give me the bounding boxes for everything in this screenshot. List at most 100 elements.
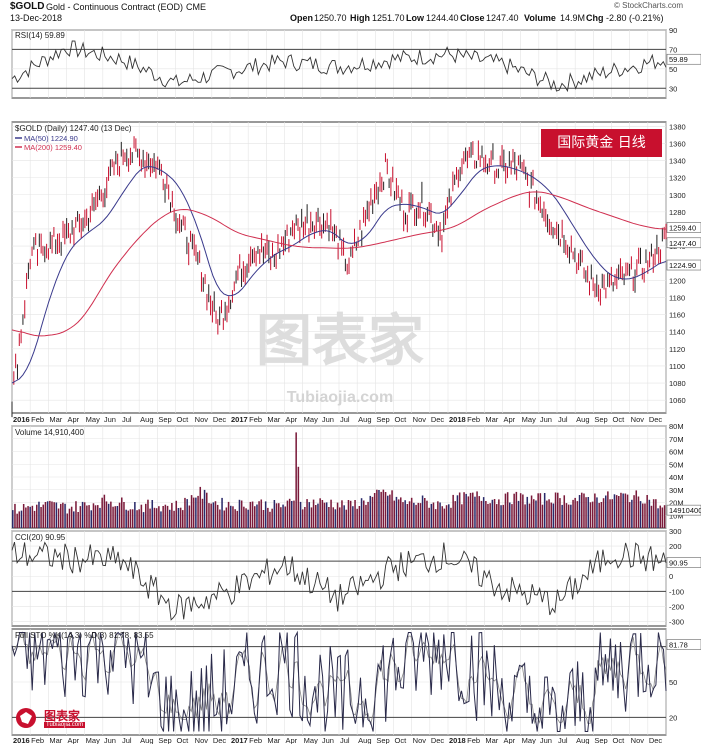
ma200-line bbox=[11, 191, 667, 337]
price-xtick: Mar bbox=[267, 415, 280, 424]
volume-bar bbox=[238, 499, 241, 528]
chg-value: -2.80 (-0.21%) bbox=[606, 13, 664, 23]
volume-bar bbox=[12, 510, 14, 528]
volume-bar bbox=[155, 508, 158, 528]
sto-xtick: Apr bbox=[68, 736, 80, 744]
volume-bar bbox=[149, 508, 151, 528]
volume-bar bbox=[44, 502, 47, 528]
volume-bar bbox=[585, 497, 587, 528]
volume-bar bbox=[227, 501, 230, 528]
volume-bar bbox=[663, 505, 666, 528]
chg-label: Chg bbox=[586, 13, 604, 23]
volume-bar bbox=[232, 506, 234, 528]
volume-bar bbox=[393, 500, 396, 528]
volume-bar bbox=[330, 499, 332, 528]
sto-xtick: Aug bbox=[140, 736, 153, 744]
price-xtick: Feb bbox=[31, 415, 44, 424]
volume-bar bbox=[33, 510, 36, 528]
volume-bar bbox=[179, 507, 182, 528]
price-ytick: 1380 bbox=[669, 122, 686, 131]
volume-bar bbox=[511, 504, 513, 528]
volume-bar bbox=[81, 501, 84, 528]
rsi-last-label: 59.89 bbox=[669, 55, 688, 64]
volume-bar bbox=[347, 500, 350, 528]
volume-bar bbox=[637, 496, 640, 528]
volume-ytick: 50M bbox=[669, 460, 684, 469]
credit: © StockCharts.com bbox=[614, 1, 684, 10]
volume-bar bbox=[609, 499, 611, 528]
volume-label: Volume bbox=[524, 13, 556, 23]
volume-bar bbox=[105, 501, 108, 528]
sto-xtick: Mar bbox=[49, 736, 62, 744]
volume-bar bbox=[20, 510, 23, 528]
volume-bar bbox=[461, 504, 463, 528]
high-label: High bbox=[350, 13, 370, 23]
volume-bar bbox=[38, 501, 40, 528]
volume-bar bbox=[384, 492, 387, 528]
volume-bar bbox=[273, 500, 276, 528]
volume-bar bbox=[594, 493, 596, 528]
volume-bar bbox=[306, 499, 308, 528]
volume-bar bbox=[151, 500, 154, 528]
volume-bar bbox=[504, 493, 507, 528]
volume-ytick: 30M bbox=[669, 486, 684, 495]
volume-bar bbox=[469, 492, 472, 528]
price-xtick: Jul bbox=[122, 415, 132, 424]
volume-bar bbox=[138, 509, 140, 528]
symbol: $GOLD bbox=[10, 1, 45, 12]
volume-bar bbox=[661, 507, 664, 528]
volume-bar bbox=[64, 503, 66, 528]
volume-bar bbox=[121, 497, 123, 528]
close-label: Close bbox=[460, 13, 485, 23]
volume-bar bbox=[659, 505, 662, 528]
volume-bar bbox=[554, 492, 557, 528]
sto-xtick: 2017 bbox=[231, 736, 248, 744]
volume-bar bbox=[639, 501, 642, 528]
price-xtick: 2018 bbox=[449, 415, 466, 424]
volume-bar bbox=[125, 509, 127, 528]
volume-bar bbox=[506, 492, 509, 528]
volume-bar bbox=[275, 503, 278, 528]
sto-k-line bbox=[11, 630, 667, 732]
volume-bar bbox=[421, 495, 424, 528]
sto-xtick: Jun bbox=[104, 736, 116, 744]
sto-last-label: 81.78 bbox=[669, 641, 688, 650]
sto-xtick: 2016 bbox=[13, 736, 30, 744]
price-xtick: Oct bbox=[613, 415, 626, 424]
volume-bar bbox=[367, 501, 369, 528]
sto-xtick: Jun bbox=[540, 736, 552, 744]
volume-bar bbox=[519, 493, 522, 528]
volume-bar bbox=[628, 502, 631, 528]
sto-xtick: 2018 bbox=[449, 736, 466, 744]
price-xtick: Apr bbox=[286, 415, 298, 424]
cci-last-label: 90.95 bbox=[669, 559, 688, 568]
volume-bar bbox=[463, 492, 465, 528]
low-label: Low bbox=[406, 13, 424, 23]
volume-bar bbox=[278, 503, 280, 528]
low-value: 1244.40 bbox=[426, 13, 459, 23]
volume-bar bbox=[197, 495, 199, 528]
volume-bar bbox=[345, 509, 348, 528]
price-xtick: Sep bbox=[158, 415, 171, 424]
volume-ytick: 60M bbox=[669, 448, 684, 457]
volume-bar bbox=[587, 497, 590, 528]
volume-bar bbox=[112, 506, 114, 528]
volume-bar bbox=[539, 493, 542, 528]
sto-xtick: Mar bbox=[485, 736, 498, 744]
volume-bar bbox=[51, 501, 53, 528]
volume-bar bbox=[489, 503, 491, 528]
volume-bar bbox=[29, 506, 31, 528]
high-value: 1251.70 bbox=[372, 13, 405, 23]
volume-bar bbox=[328, 507, 330, 528]
logo-text: 图表家 bbox=[44, 709, 81, 723]
volume-bar bbox=[530, 495, 533, 528]
volume-bar bbox=[225, 507, 228, 528]
volume-bar bbox=[476, 491, 478, 528]
volume-bar bbox=[642, 503, 644, 528]
volume-bar bbox=[482, 497, 485, 528]
sto-xtick: May bbox=[86, 736, 100, 744]
volume-bar bbox=[282, 504, 284, 528]
price-xtick: Jun bbox=[104, 415, 116, 424]
volume-bar bbox=[426, 500, 428, 528]
sto-xtick: Dec bbox=[431, 736, 445, 744]
